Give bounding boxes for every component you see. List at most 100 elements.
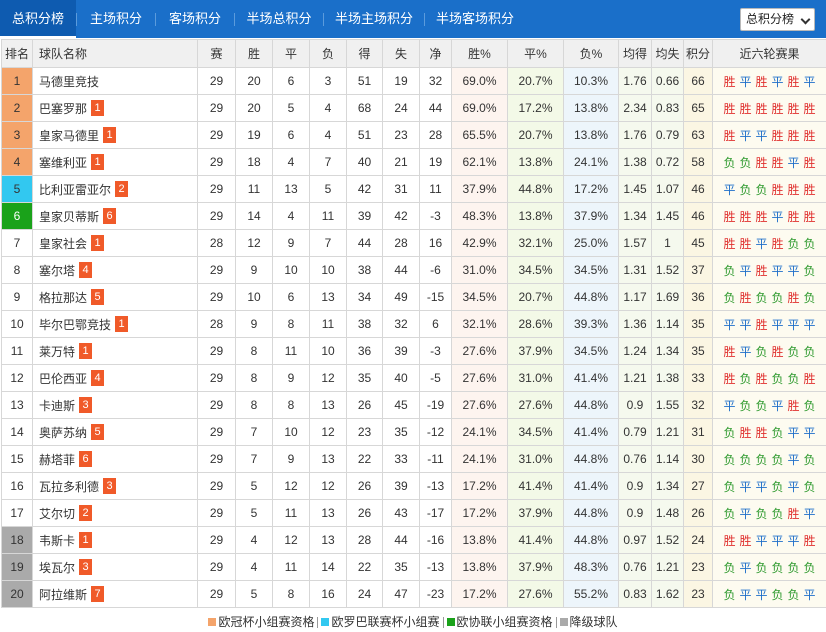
result-draw[interactable]: 平 [803, 506, 816, 521]
result-loss[interactable]: 负 [723, 587, 736, 602]
result-loss[interactable]: 负 [803, 479, 816, 494]
result-loss[interactable]: 负 [755, 398, 768, 413]
result-win[interactable]: 胜 [787, 506, 800, 521]
result-loss[interactable]: 负 [803, 452, 816, 467]
result-win[interactable]: 胜 [755, 101, 768, 116]
result-loss[interactable]: 负 [739, 452, 752, 467]
result-win[interactable]: 胜 [739, 101, 752, 116]
result-draw[interactable]: 平 [755, 479, 768, 494]
result-loss[interactable]: 负 [787, 344, 800, 359]
result-loss[interactable]: 负 [771, 290, 784, 305]
result-win[interactable]: 胜 [803, 371, 816, 386]
result-loss[interactable]: 负 [771, 479, 784, 494]
team-name-link[interactable]: 格拉那达 [39, 290, 88, 305]
result-draw[interactable]: 平 [771, 317, 784, 332]
header-goals-for[interactable]: 得 [346, 39, 383, 68]
result-draw[interactable]: 平 [803, 74, 816, 89]
result-draw[interactable]: 平 [787, 263, 800, 278]
result-draw[interactable]: 平 [739, 74, 752, 89]
result-loss[interactable]: 负 [723, 506, 736, 521]
result-draw[interactable]: 平 [803, 425, 816, 440]
result-loss[interactable]: 负 [803, 290, 816, 305]
result-draw[interactable]: 平 [803, 317, 816, 332]
team-name-link[interactable]: 塞维利亚 [39, 155, 88, 170]
result-win[interactable]: 胜 [723, 209, 736, 224]
result-loss[interactable]: 负 [723, 479, 736, 494]
header-rank[interactable]: 排名 [1, 39, 33, 68]
result-win[interactable]: 胜 [771, 344, 784, 359]
result-loss[interactable]: 负 [739, 398, 752, 413]
result-win[interactable]: 胜 [739, 533, 752, 548]
team-name-link[interactable]: 阿拉维斯 [39, 587, 88, 602]
result-win[interactable]: 胜 [787, 128, 800, 143]
header-drawn[interactable]: 平 [272, 39, 310, 68]
result-loss[interactable]: 负 [771, 506, 784, 521]
tab-halftime-away[interactable]: 半场客场积分 [435, 11, 514, 26]
result-win[interactable]: 胜 [787, 290, 800, 305]
result-win[interactable]: 胜 [787, 101, 800, 116]
result-draw[interactable]: 平 [787, 479, 800, 494]
result-draw[interactable]: 平 [771, 263, 784, 278]
result-win[interactable]: 胜 [723, 371, 736, 386]
result-loss[interactable]: 负 [787, 371, 800, 386]
team-name-link[interactable]: 莱万特 [39, 344, 76, 359]
result-loss[interactable]: 负 [723, 452, 736, 467]
result-win[interactable]: 胜 [723, 344, 736, 359]
header-avg-against[interactable]: 均失 [651, 39, 684, 68]
tab-home-standings[interactable]: 主场积分 [89, 11, 142, 26]
result-loss[interactable]: 负 [739, 182, 752, 197]
result-loss[interactable]: 负 [723, 263, 736, 278]
result-win[interactable]: 胜 [771, 128, 784, 143]
result-loss[interactable]: 负 [771, 371, 784, 386]
result-loss[interactable]: 负 [803, 263, 816, 278]
result-draw[interactable]: 平 [787, 155, 800, 170]
result-win[interactable]: 胜 [771, 155, 784, 170]
result-win[interactable]: 胜 [739, 290, 752, 305]
result-win[interactable]: 胜 [755, 425, 768, 440]
result-win[interactable]: 胜 [803, 128, 816, 143]
team-name-link[interactable]: 皇家马德里 [39, 128, 100, 143]
result-win[interactable]: 胜 [723, 236, 736, 251]
result-draw[interactable]: 平 [739, 128, 752, 143]
result-draw[interactable]: 平 [755, 128, 768, 143]
result-draw[interactable]: 平 [723, 317, 736, 332]
header-points[interactable]: 积分 [683, 39, 713, 68]
result-draw[interactable]: 平 [803, 587, 816, 602]
result-loss[interactable]: 负 [803, 344, 816, 359]
result-loss[interactable]: 负 [787, 587, 800, 602]
header-win-pct[interactable]: 胜% [451, 39, 508, 68]
result-draw[interactable]: 平 [739, 506, 752, 521]
team-name-link[interactable]: 卡迪斯 [39, 398, 76, 413]
result-win[interactable]: 胜 [739, 236, 752, 251]
result-loss[interactable]: 负 [771, 425, 784, 440]
team-name-link[interactable]: 皇家贝蒂斯 [39, 209, 100, 224]
result-win[interactable]: 胜 [723, 128, 736, 143]
team-name-link[interactable]: 比利亚雷亚尔 [39, 182, 112, 197]
result-draw[interactable]: 平 [739, 560, 752, 575]
result-win[interactable]: 胜 [803, 182, 816, 197]
result-loss[interactable]: 负 [755, 182, 768, 197]
tab-halftime-home[interactable]: 半场主场积分 [334, 11, 413, 26]
team-name-link[interactable]: 瓦拉多利德 [39, 479, 100, 494]
team-name-link[interactable]: 马德里竞技 [39, 74, 100, 89]
team-name-link[interactable]: 埃瓦尔 [39, 560, 76, 575]
result-loss[interactable]: 负 [771, 452, 784, 467]
result-loss[interactable]: 负 [771, 560, 784, 575]
result-win[interactable]: 胜 [723, 533, 736, 548]
result-draw[interactable]: 平 [787, 533, 800, 548]
result-draw[interactable]: 平 [739, 344, 752, 359]
result-draw[interactable]: 平 [771, 209, 784, 224]
result-win[interactable]: 胜 [787, 398, 800, 413]
result-win[interactable]: 胜 [755, 209, 768, 224]
header-goals-against[interactable]: 失 [382, 39, 420, 68]
team-name-link[interactable]: 毕尔巴鄂竞技 [39, 317, 112, 332]
result-win[interactable]: 胜 [803, 155, 816, 170]
result-loss[interactable]: 负 [803, 398, 816, 413]
result-win[interactable]: 胜 [755, 155, 768, 170]
result-loss[interactable]: 负 [723, 560, 736, 575]
header-team[interactable]: 球队名称 [32, 39, 198, 68]
team-name-link[interactable]: 艾尔切 [39, 506, 76, 521]
result-draw[interactable]: 平 [755, 533, 768, 548]
team-name-link[interactable]: 赫塔菲 [39, 452, 76, 467]
result-draw[interactable]: 平 [723, 398, 736, 413]
